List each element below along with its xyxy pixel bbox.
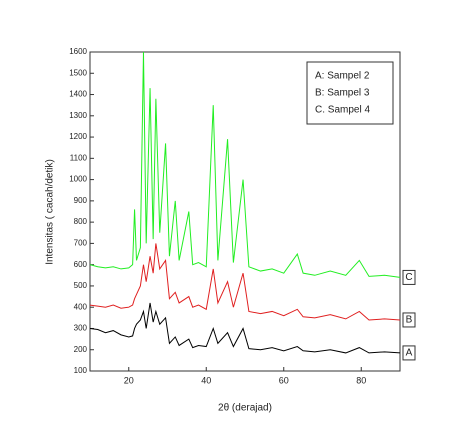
series-tag: B [406,315,413,326]
y-tick-label: 1000 [69,175,87,184]
series-tag: A [406,348,413,359]
y-tick-label: 200 [74,345,88,354]
y-tick-label: 800 [74,217,88,226]
plot-frame [89,51,401,372]
series-tag-box [402,345,416,361]
x-tick-label: 40 [201,375,211,385]
legend-entry: A: Sampel 2 [315,71,370,82]
y-tick-label: 1200 [69,132,87,141]
y-tick-label: 300 [74,324,88,333]
y-axis-label: Intensitas ( cacah/detik) [45,159,56,265]
series-line [89,302,401,354]
y-tick-label: 400 [74,302,88,311]
series-tag-box [402,269,416,285]
y-tick-label: 1100 [70,153,88,162]
series-tag: C [405,272,412,283]
legend-box [306,61,394,125]
y-tick-label: 700 [74,239,88,248]
series-line [89,51,401,278]
x-tick-label: 80 [356,375,366,385]
y-tick-label: 600 [74,260,88,269]
y-tick-label: 1300 [69,111,87,120]
y-tick-label: 500 [74,281,88,290]
x-tick-label: 60 [279,375,289,385]
y-tick-label: 1500 [69,68,87,77]
y-tick-label: 1400 [69,90,87,99]
y-tick-label: 900 [74,196,88,205]
series-tag-box [402,312,416,328]
legend-entry: C. Sampel 4 [315,105,370,116]
series-line [89,243,401,321]
y-tick-label: 1600 [69,47,87,56]
x-axis-label: 2θ (derajad) [218,403,272,414]
y-tick-label: 100 [74,366,88,375]
x-tick-label: 20 [124,375,134,385]
legend-entry: B: Sampel 3 [315,88,370,99]
